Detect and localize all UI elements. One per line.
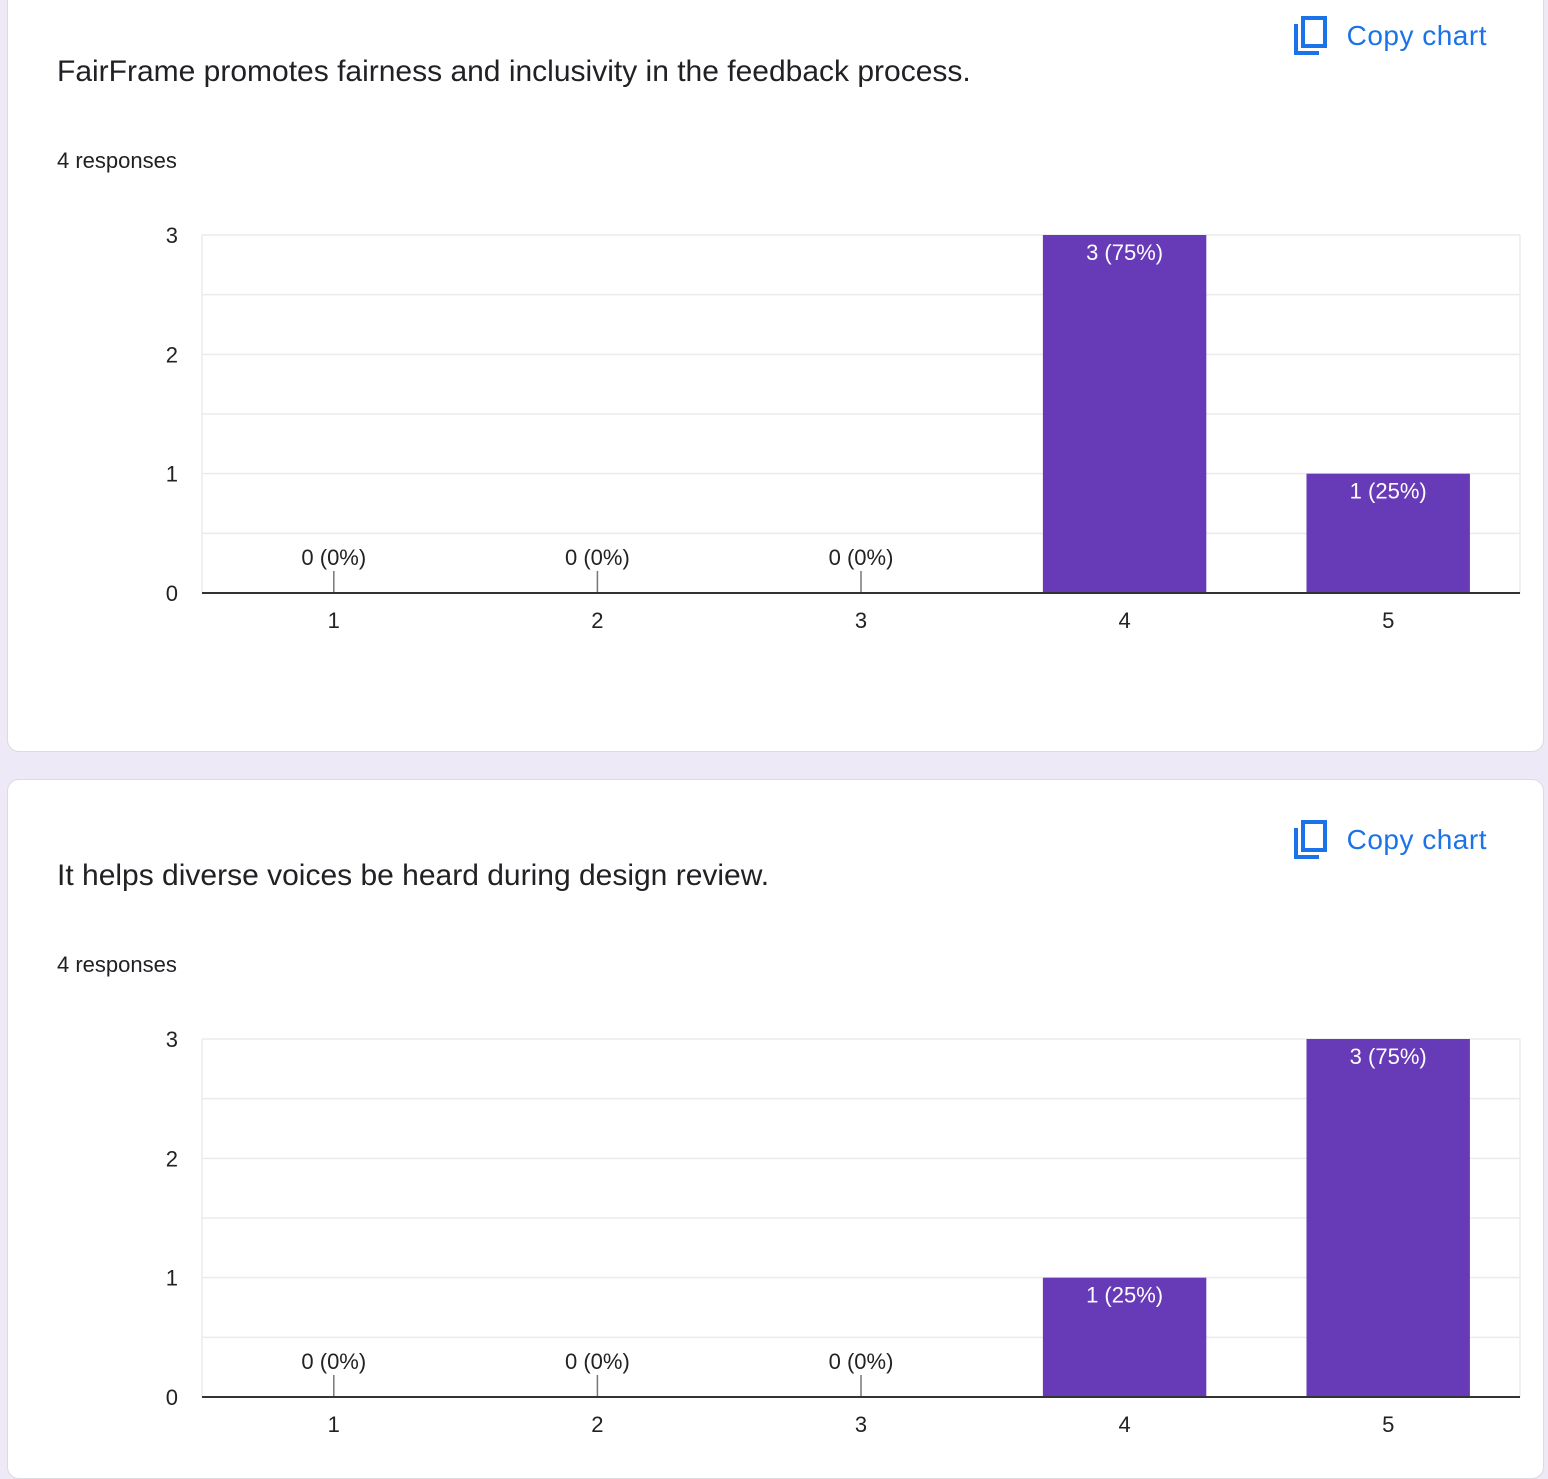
question-title: FairFrame promotes fairness and inclusiv… — [57, 55, 971, 88]
x-tick-label: 4 — [1118, 608, 1130, 633]
y-tick-label: 0 — [166, 581, 178, 606]
y-tick-label: 3 — [166, 1027, 178, 1052]
copy-icon — [1293, 820, 1327, 859]
data-label: 0 (0%) — [829, 1349, 894, 1374]
data-label: 0 (0%) — [565, 1349, 630, 1374]
x-tick-label: 5 — [1382, 608, 1394, 633]
x-tick-label: 3 — [855, 608, 867, 633]
x-tick-label: 1 — [328, 1412, 340, 1437]
data-label: 0 (0%) — [301, 1349, 366, 1374]
bar — [1042, 1277, 1207, 1397]
question-card: Copy chart It helps diverse voices be he… — [7, 779, 1544, 1479]
y-tick-label: 1 — [166, 1266, 178, 1291]
x-tick-label: 4 — [1118, 1412, 1130, 1437]
y-tick-label: 2 — [166, 1146, 178, 1171]
data-label: 3 (75%) — [1350, 1044, 1427, 1069]
bar — [1306, 473, 1470, 593]
bar — [1042, 235, 1207, 593]
y-tick-label: 3 — [166, 223, 178, 248]
copy-chart-label: Copy chart — [1346, 824, 1487, 855]
copy-chart-button[interactable]: Copy chart — [1293, 818, 1487, 862]
y-tick-label: 0 — [166, 1385, 178, 1410]
x-tick-label: 1 — [328, 608, 340, 633]
copy-chart-label: Copy chart — [1346, 20, 1487, 51]
data-label: 0 (0%) — [301, 545, 366, 570]
data-label: 1 (25%) — [1350, 479, 1427, 504]
bar-chart: 0 1 2 3 0 (0%) 1 0 (0%) 2 0 (0%) 3 3 (75%) 4 1 (25%)… — [166, 223, 1521, 633]
data-label: 0 (0%) — [565, 545, 630, 570]
x-tick-label: 3 — [855, 1412, 867, 1437]
y-tick-label: 1 — [166, 462, 178, 487]
bar-chart: 0 1 2 3 0 (0%) 1 0 (0%) 2 0 (0%) 3 1 (25%) 4 3 (75%)… — [166, 1027, 1521, 1437]
response-count: 4 responses — [57, 148, 177, 173]
copy-icon — [1293, 16, 1327, 55]
data-label: 3 (75%) — [1086, 240, 1163, 265]
bar — [1306, 1039, 1470, 1397]
x-tick-label: 2 — [591, 1412, 603, 1437]
data-label: 0 (0%) — [829, 545, 894, 570]
x-tick-label: 5 — [1382, 1412, 1394, 1437]
y-tick-label: 2 — [166, 342, 178, 367]
question-card: Copy chart FairFrame promotes fairness a… — [7, 0, 1544, 752]
question-title: It helps diverse voices be heard during … — [57, 859, 770, 892]
data-label: 1 (25%) — [1086, 1283, 1163, 1308]
x-tick-label: 2 — [591, 608, 603, 633]
response-count: 4 responses — [57, 952, 177, 977]
copy-chart-button[interactable]: Copy chart — [1293, 14, 1487, 58]
